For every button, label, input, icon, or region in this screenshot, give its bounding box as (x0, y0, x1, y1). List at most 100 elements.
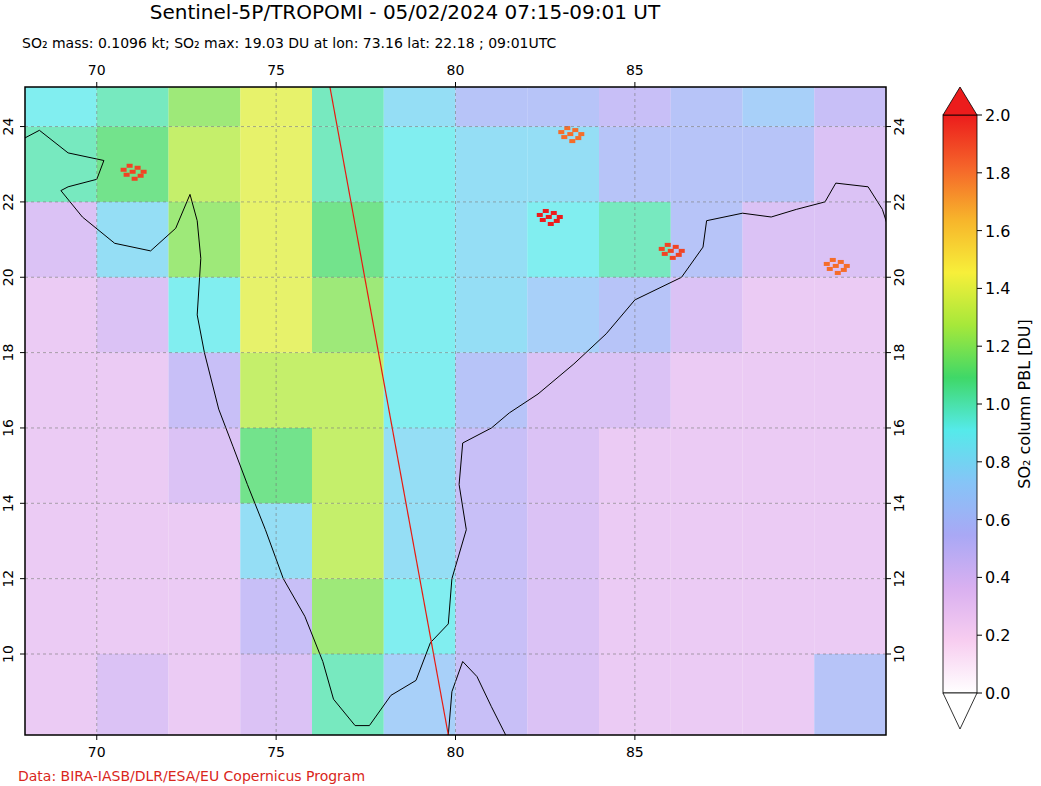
so2-cell (527, 654, 599, 735)
so2-cell (743, 202, 815, 277)
so2-cell (312, 428, 384, 503)
lat-label: 20 (0, 268, 16, 286)
colorbar-tick (977, 404, 982, 405)
hotspot (558, 126, 584, 143)
tick (96, 735, 97, 740)
so2-cell (743, 127, 815, 202)
so2-cell (169, 579, 241, 654)
lat-label: 22 (0, 193, 16, 211)
colorbar-extend-min (943, 693, 977, 729)
so2-cell (97, 428, 169, 503)
hotspot-pixel (554, 219, 560, 223)
tick (20, 277, 25, 278)
colorbar-label: 0.0 (985, 684, 1010, 703)
hotspot (537, 209, 563, 226)
so2-cell (671, 428, 743, 503)
lat-label: 18 (0, 344, 16, 362)
so2-cell (169, 428, 241, 503)
so2-cell (743, 579, 815, 654)
hotspot-pixel (540, 218, 546, 222)
so2-cell (312, 202, 384, 277)
map-figure: Sentinel-5P/TROPOMI - 05/02/2024 07:15-0… (0, 0, 1041, 786)
hotspot-pixel (668, 249, 674, 253)
colorbar-tick (977, 230, 982, 231)
swath-edge (330, 87, 448, 735)
hotspot-pixel (679, 249, 685, 253)
so2-cell (814, 87, 886, 127)
hotspot-pixel (569, 139, 575, 143)
hotspot-pixel (575, 136, 581, 140)
so2-cell (97, 87, 169, 127)
root: Sentinel-5P/TROPOMI - 05/02/2024 07:15-0… (0, 0, 1041, 786)
colorbar-tick (977, 115, 982, 116)
lat-label: 12 (891, 570, 907, 588)
lon-label: 85 (626, 744, 644, 760)
tick (96, 82, 97, 87)
lat-label: 24 (891, 118, 907, 136)
so2-cell (456, 503, 528, 578)
so2-cell (814, 353, 886, 428)
so2-cell (312, 353, 384, 428)
hotspot-pixel (572, 128, 578, 132)
tick (455, 735, 456, 740)
lon-label: 80 (447, 62, 465, 78)
so2-cell (169, 277, 241, 352)
hotspot-pixel (844, 264, 850, 268)
so2-cell (814, 579, 886, 654)
lon-label: 70 (88, 744, 106, 760)
hotspot-pixel (548, 222, 554, 226)
so2-cell (814, 503, 886, 578)
grid-line (96, 87, 97, 735)
so2-cell (527, 503, 599, 578)
hotspot-pixel (833, 264, 839, 268)
so2-cell (25, 353, 97, 428)
hotspot-pixel (670, 256, 676, 260)
so2-cell (456, 202, 528, 277)
lat-label: 12 (0, 570, 16, 588)
tick (276, 735, 277, 740)
hotspot-pixel (124, 173, 130, 177)
tick (20, 427, 25, 428)
so2-cell (25, 277, 97, 352)
hotspot-pixel (132, 177, 138, 181)
so2-cell (384, 654, 456, 735)
grid-line (25, 352, 886, 353)
so2-cell (169, 87, 241, 127)
lat-label: 22 (891, 193, 907, 211)
grid-line (25, 277, 886, 278)
hotspot-pixel (830, 258, 836, 262)
so2-cell (25, 87, 97, 127)
colorbar-label: 0.6 (985, 511, 1010, 530)
so2-cell (527, 428, 599, 503)
so2-cell (456, 428, 528, 503)
hotspot-pixel (130, 170, 136, 174)
tick (634, 735, 635, 740)
lat-label: 14 (891, 494, 907, 512)
lat-label: 10 (0, 645, 16, 663)
so2-cell (312, 654, 384, 735)
so2-cell (169, 202, 241, 277)
hotspot-pixel (578, 132, 584, 136)
so2-cell (25, 654, 97, 735)
so2-cell (25, 579, 97, 654)
colorbar-extend-max (943, 87, 977, 115)
so2-cell (814, 428, 886, 503)
plot-area (25, 87, 886, 735)
hotspot-pixel (567, 132, 573, 136)
colorbar (943, 115, 977, 693)
so2-cell (384, 353, 456, 428)
so2-cell (743, 87, 815, 127)
so2-cell (312, 87, 384, 127)
so2-cell (97, 127, 169, 202)
so2-cell (743, 277, 815, 352)
so2-cell (671, 277, 743, 352)
lat-label: 20 (891, 268, 907, 286)
so2-cell (384, 127, 456, 202)
so2-cell (97, 579, 169, 654)
hotspot-pixel (662, 252, 668, 256)
lat-label: 16 (891, 419, 907, 437)
lat-label: 24 (0, 118, 16, 136)
so2-cell (169, 353, 241, 428)
tick (634, 82, 635, 87)
so2-cell (97, 654, 169, 735)
